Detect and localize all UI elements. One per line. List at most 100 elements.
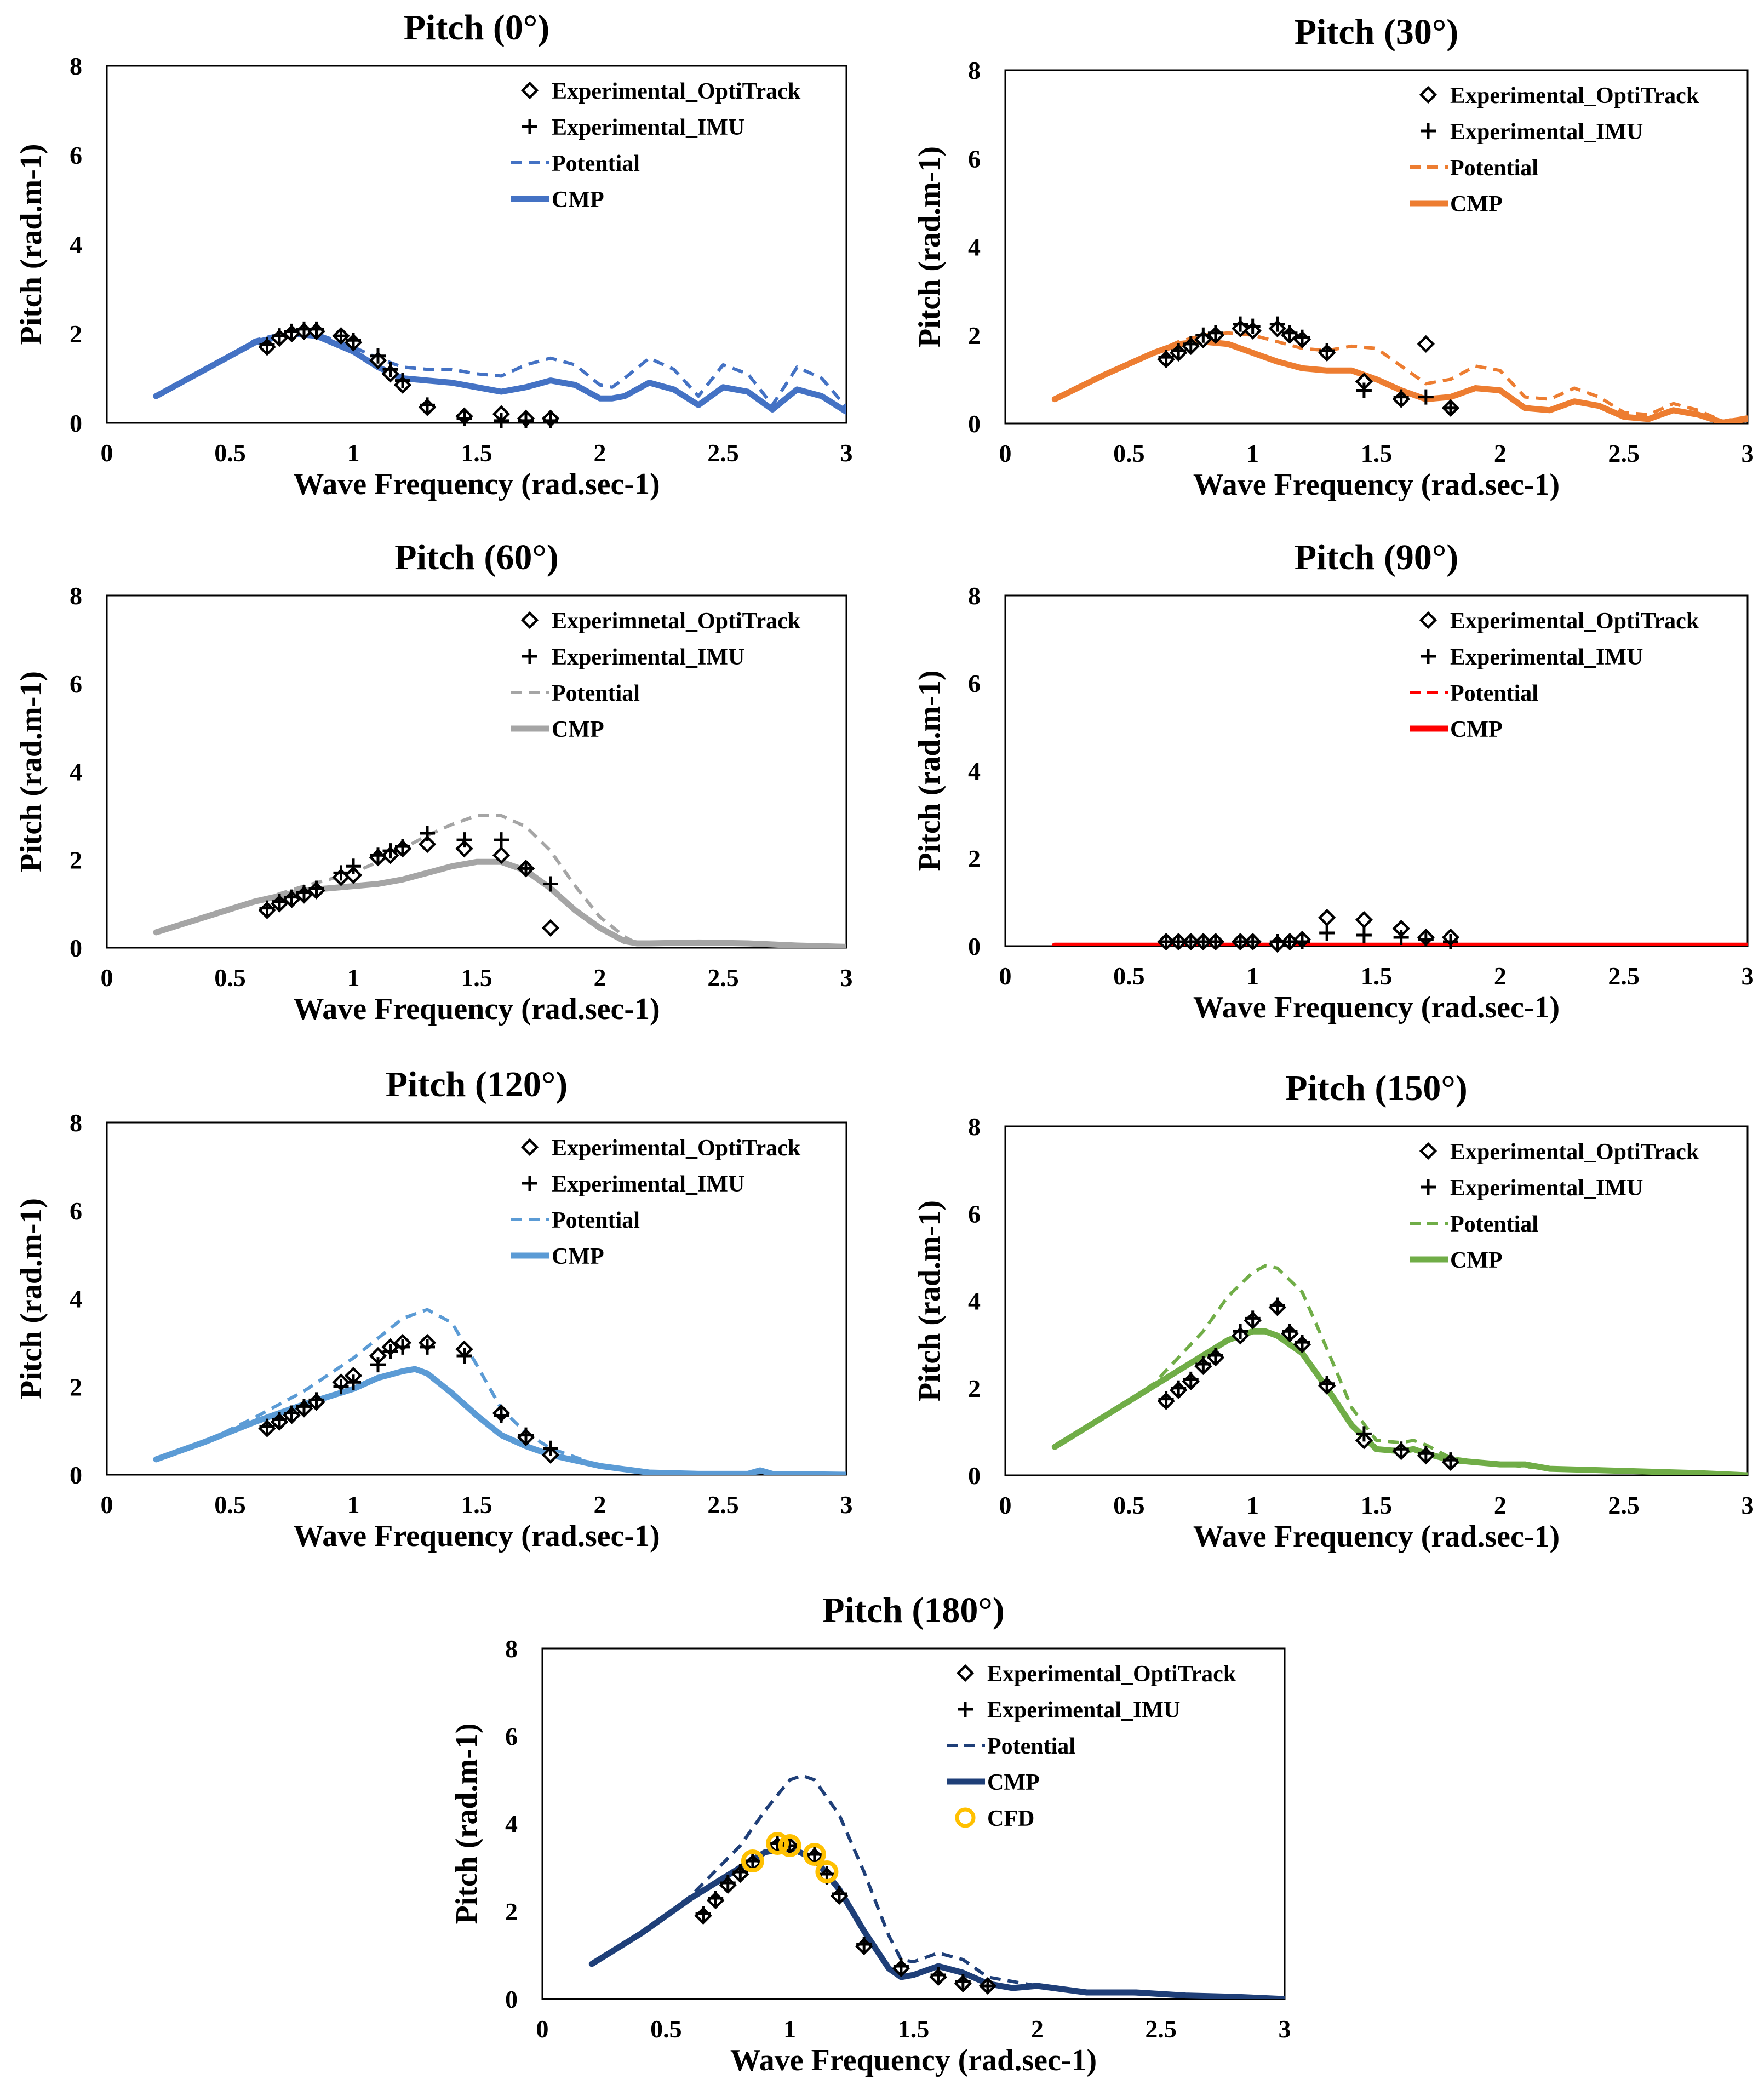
legend-label-cmp: CMP: [1450, 717, 1503, 742]
y-tick-label: 6: [968, 145, 981, 173]
imu-point: [284, 323, 300, 339]
imu-point: [1393, 930, 1409, 945]
x-tick-label: 2.5: [707, 964, 739, 992]
imu-point: [296, 1399, 312, 1414]
imu-point: [272, 894, 287, 909]
x-tick-label: 0: [101, 964, 113, 992]
y-tick-label: 4: [70, 231, 82, 259]
imu-point: [1158, 350, 1174, 365]
imu-point: [1443, 934, 1458, 949]
y-tick-label: 8: [968, 582, 981, 610]
x-tick-label: 2.5: [707, 1491, 739, 1519]
imu-point: [370, 847, 386, 863]
imu-point: [1295, 329, 1310, 345]
legend-marker-optitrack: [956, 1664, 975, 1682]
legend-marker-optitrack: [520, 611, 539, 629]
imu-point: [382, 843, 398, 859]
y-axis-label: Pitch (rad.m-1): [913, 670, 947, 871]
x-tick-label: 3: [1742, 439, 1754, 467]
y-axis-label: Pitch (rad.m-1): [14, 1198, 48, 1399]
imu-point: [1418, 932, 1434, 947]
imu-point: [893, 1958, 909, 1974]
legend-label-cmp: CMP: [1450, 192, 1503, 217]
x-tick-label: 3: [840, 1491, 853, 1519]
legend-label-potential: Potential: [552, 151, 640, 176]
chart-panel-1: Pitch (0°) Wave Frequency (rad.sec-1) Pitc…: [14, 8, 853, 501]
plot-frame: [106, 1121, 847, 1476]
legend-marker-imu: [1421, 123, 1436, 139]
x-tick-label: 1.5: [461, 964, 492, 992]
imu-point: [518, 1427, 534, 1443]
y-tick-label: 0: [70, 934, 82, 962]
imu-point: [1233, 1324, 1248, 1339]
series-line-cmp: [153, 858, 846, 948]
imu-point: [308, 880, 324, 896]
series-line-potential: [156, 814, 846, 948]
y-tick-label: 6: [968, 669, 981, 697]
y-tick-label: 4: [505, 1810, 518, 1838]
chart-title: Pitch (60°): [394, 537, 558, 577]
imu-point: [333, 865, 349, 881]
x-tick-label: 2: [1494, 962, 1507, 990]
imu-point: [1443, 400, 1458, 416]
chart-panel-6: Pitch (150°) Wave Frequency (rad.sec-1) Pi…: [913, 1068, 1754, 1554]
x-tick-label: 0.5: [214, 964, 246, 992]
legend-label-potential: Potential: [1450, 1212, 1538, 1237]
y-tick-label: 8: [968, 56, 981, 84]
y-tick-label: 2: [968, 322, 981, 350]
y-tick-label: 8: [70, 52, 82, 80]
imu-point: [346, 1374, 361, 1390]
y-tick-label: 8: [70, 582, 82, 610]
chart-title: Pitch (90°): [1295, 537, 1458, 577]
legend-label-experimental-imu: Experimental_IMU: [552, 1172, 744, 1197]
legend-marker-imu: [1421, 649, 1436, 664]
imu-point: [346, 858, 361, 874]
imu-point: [1183, 336, 1199, 352]
legend-label-experimental-imu: Experimental_IMU: [552, 645, 744, 670]
imu-point: [284, 1405, 300, 1421]
imu-point: [272, 328, 287, 344]
imu-point: [720, 1875, 736, 1891]
legend-marker-optitrack: [1419, 611, 1437, 629]
imu-point: [1233, 316, 1248, 332]
cfd-point: [815, 1860, 839, 1883]
plot-frame: [1004, 1125, 1749, 1476]
x-tick-label: 0: [999, 439, 1012, 467]
imu-point: [1282, 1324, 1298, 1339]
imu-point: [333, 328, 349, 344]
imu-point: [456, 1348, 472, 1364]
x-tick-label: 2: [1494, 439, 1507, 467]
legend-label-potential: Potential: [987, 1734, 1075, 1759]
imu-point: [1245, 934, 1261, 949]
x-tick-label: 0.5: [1113, 962, 1145, 990]
chart-panel-7: Pitch (180°) Wave Frequency (rad.sec-1) Pi…: [450, 1590, 1291, 2077]
y-tick-label: 0: [968, 1462, 981, 1490]
x-axis-label: Wave Frequency (rad.sec-1): [1193, 1520, 1560, 1554]
imu-point: [1245, 318, 1261, 334]
imu-point: [1183, 1371, 1199, 1387]
y-axis-label: Pitch (rad.m-1): [913, 1200, 947, 1401]
imu-point: [1245, 1310, 1261, 1326]
x-axis-label: Wave Frequency (rad.sec-1): [1193, 990, 1560, 1024]
x-tick-label: 2: [1031, 2015, 1044, 2043]
imu-point: [308, 1392, 324, 1408]
optitrack-point: [1318, 908, 1336, 927]
x-tick-label: 1: [783, 2015, 796, 2043]
legend-marker-imu: [522, 649, 537, 664]
x-tick-label: 1: [1246, 439, 1259, 467]
imu-point: [1393, 1441, 1409, 1457]
legend-label-experimental-imu: Experimental_IMU: [1450, 645, 1643, 670]
x-tick-label: 0: [999, 1491, 1012, 1519]
series-line-cmp: [153, 330, 846, 415]
chart-title: Pitch (0°): [404, 8, 549, 48]
y-tick-label: 0: [968, 410, 981, 438]
y-tick-label: 4: [70, 1285, 82, 1313]
legend-marker-imu: [958, 1702, 973, 1717]
legend-marker-cfd: [955, 1807, 976, 1828]
imu-point: [1319, 1376, 1335, 1391]
imu-point: [346, 333, 361, 348]
y-tick-label: 2: [70, 846, 82, 874]
x-tick-label: 2: [594, 439, 606, 467]
imu-point: [518, 413, 534, 428]
y-tick-label: 0: [70, 1461, 82, 1489]
